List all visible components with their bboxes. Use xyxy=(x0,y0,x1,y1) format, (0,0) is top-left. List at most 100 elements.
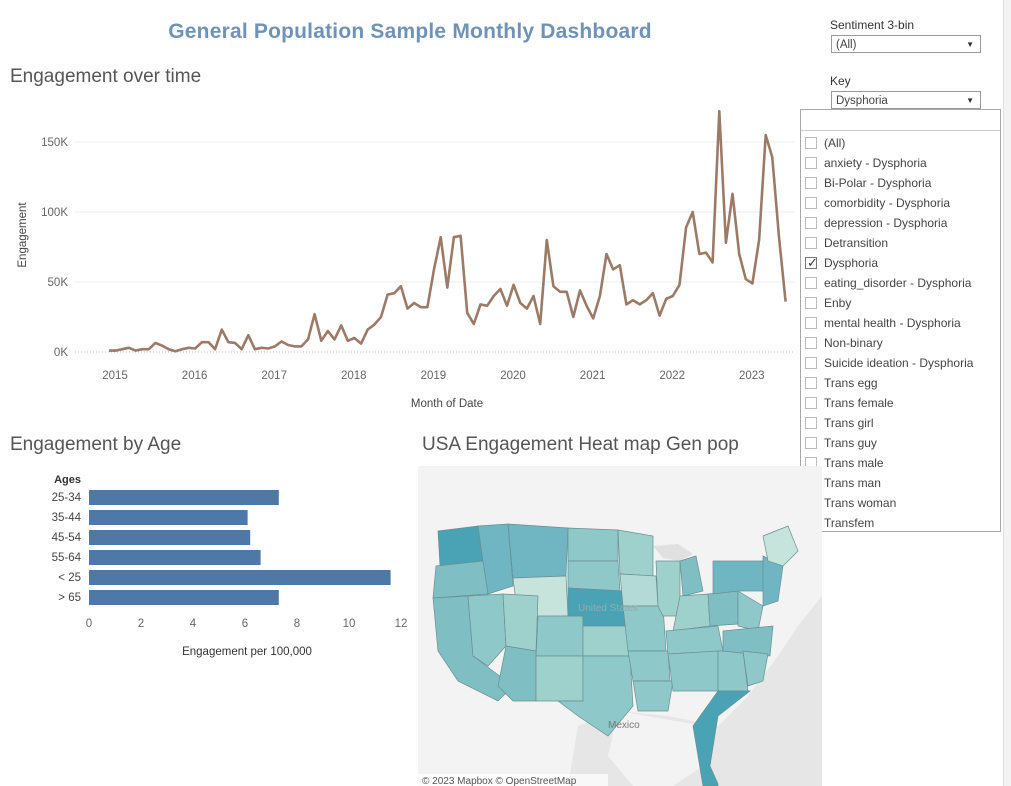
checkbox[interactable] xyxy=(805,357,817,369)
bar-y-axis-label: Ages xyxy=(54,474,81,486)
map-canvas: Mexico United States © 2023 Mapbox © Ope… xyxy=(418,466,822,786)
bar-x-tick-label: 2 xyxy=(138,618,144,630)
age-bar[interactable] xyxy=(89,570,391,585)
checkbox[interactable] xyxy=(805,397,817,409)
x-axis-label: Month of Date xyxy=(411,398,483,410)
key-option-label: Transfem xyxy=(824,516,875,530)
age-chart-title: Engagement by Age xyxy=(10,434,182,455)
key-option-label: Trans girl xyxy=(824,416,874,430)
checkbox[interactable] xyxy=(805,377,817,389)
age-bar[interactable] xyxy=(89,550,261,565)
key-option-label: depression - Dysphoria xyxy=(824,216,948,230)
key-option-label: Non-binary xyxy=(824,336,883,350)
attribution-bg xyxy=(418,774,608,786)
line-chart-title: Engagement over time xyxy=(10,66,202,87)
checkbox[interactable] xyxy=(805,177,817,189)
key-option-label: Trans female xyxy=(824,396,894,410)
x-tick-label: 2017 xyxy=(261,370,287,382)
checkbox[interactable] xyxy=(805,157,817,169)
sentiment-select-value: (All) xyxy=(836,39,857,51)
x-tick-label: 2020 xyxy=(500,370,526,382)
bar-x-tick-label: 0 xyxy=(86,618,92,630)
checkbox[interactable] xyxy=(805,317,817,329)
states-group xyxy=(432,523,799,786)
bar-category-label: > 65 xyxy=(58,592,81,604)
x-tick-label: 2022 xyxy=(659,370,685,382)
usa-heat-map[interactable]: Mexico United States © 2023 Mapbox © Ope… xyxy=(418,466,822,786)
sentiment-select[interactable]: (All) ▼ xyxy=(831,35,981,53)
key-option-label: Suicide ideation - Dysphoria xyxy=(824,356,974,370)
age-bar-chart: Ages 25-34 35-44 45-54 55-64 < 25 > 65 0 2 4 6 8 10 1… xyxy=(52,474,408,658)
scrollbar[interactable] xyxy=(1003,0,1011,786)
key-option-label: Dysphoria xyxy=(824,256,879,270)
map-label-mexico: Mexico xyxy=(608,720,640,731)
checkbox[interactable] xyxy=(805,217,817,229)
checkmark-icon: ✓ xyxy=(807,255,818,270)
checkbox[interactable] xyxy=(805,137,817,149)
x-tick-label: 2023 xyxy=(739,370,765,382)
key-option-label: anxiety - Dysphoria xyxy=(824,156,927,170)
age-bar[interactable] xyxy=(89,490,279,505)
age-bar[interactable] xyxy=(89,590,279,605)
bar-category-label: 45-54 xyxy=(52,532,82,544)
checkbox[interactable] xyxy=(805,337,817,349)
mexico-land xyxy=(608,711,718,786)
engagement-series-line[interactable] xyxy=(109,109,787,353)
dashboard-title: General Population Sample Monthly Dashbo… xyxy=(168,20,652,43)
y-tick-label: 50K xyxy=(48,277,69,289)
bar-x-tick-label: 8 xyxy=(294,618,300,630)
x-tick-label: 2015 xyxy=(102,370,128,382)
key-select-value: Dysphoria xyxy=(836,95,888,107)
bar-x-axis-label: Engagement per 100,000 xyxy=(182,646,312,658)
key-option-label: Detransition xyxy=(824,236,889,250)
map-attribution[interactable]: © 2023 Mapbox © OpenStreetMap xyxy=(422,776,577,786)
checkbox[interactable] xyxy=(805,417,817,429)
sentiment-filter-label: Sentiment 3-bin xyxy=(830,18,915,32)
key-option-label: eating_disorder - Dysphoria xyxy=(824,276,972,290)
map-label-country: United States xyxy=(578,603,638,614)
bar-category-label: < 25 xyxy=(58,572,81,584)
key-option-label: comorbidity - Dysphoria xyxy=(824,196,951,210)
great-lakes xyxy=(653,544,693,561)
key-option-label: Trans egg xyxy=(824,376,878,390)
chevron-down-icon: ▼ xyxy=(966,96,974,105)
chevron-down-icon: ▼ xyxy=(966,40,974,49)
key-option-label: Trans woman xyxy=(824,496,897,510)
age-bar[interactable] xyxy=(89,510,248,525)
bar-x-tick-label: 6 xyxy=(242,618,248,630)
checkbox[interactable] xyxy=(805,437,817,449)
y-tick-label: 0K xyxy=(54,347,68,359)
map-title: USA Engagement Heat map Gen pop xyxy=(422,434,739,455)
bar-x-tick-label: 12 xyxy=(395,618,408,630)
bar-x-tick-label: 10 xyxy=(343,618,356,630)
x-tick-label: 2016 xyxy=(182,370,208,382)
y-axis-label: Engagement xyxy=(17,202,29,268)
bar-category-label: 25-34 xyxy=(52,492,82,504)
checkbox[interactable]: ✓ xyxy=(805,255,818,270)
bar-category-label: 55-64 xyxy=(52,552,82,564)
key-option-label: Trans male xyxy=(824,456,884,470)
key-option-label: Trans man xyxy=(824,476,881,490)
key-option-label: (All) xyxy=(824,136,846,150)
key-dropdown-panel: (All) anxiety - Dysphoria Bi-Polar - Dysph… xyxy=(800,109,1001,532)
x-tick-label: 2018 xyxy=(341,370,367,382)
x-tick-label: 2019 xyxy=(421,370,447,382)
key-option-label: Trans guy xyxy=(824,436,877,450)
y-tick-label: 150K xyxy=(41,137,68,149)
key-select[interactable]: Dysphoria ▼ xyxy=(831,91,981,109)
key-filter-label: Key xyxy=(830,74,851,88)
key-option-label: Enby xyxy=(824,296,852,310)
age-bar[interactable] xyxy=(89,530,251,545)
engagement-line-chart: 0K 50K 100K 150K 2015 2016 2017 2018 2019 2020 202… xyxy=(17,109,795,410)
checkbox[interactable] xyxy=(805,197,817,209)
bar-x-tick-label: 4 xyxy=(190,618,197,630)
checkbox[interactable] xyxy=(805,237,817,249)
checkbox[interactable] xyxy=(805,277,817,289)
key-option-label: Bi-Polar - Dysphoria xyxy=(824,176,932,190)
y-tick-label: 100K xyxy=(41,207,68,219)
checkbox[interactable] xyxy=(805,297,817,309)
x-tick-label: 2021 xyxy=(580,370,606,382)
dropdown-search-input[interactable] xyxy=(801,110,1000,131)
bar-category-label: 35-44 xyxy=(52,512,82,524)
key-option-label: mental health - Dysphoria xyxy=(824,316,961,330)
